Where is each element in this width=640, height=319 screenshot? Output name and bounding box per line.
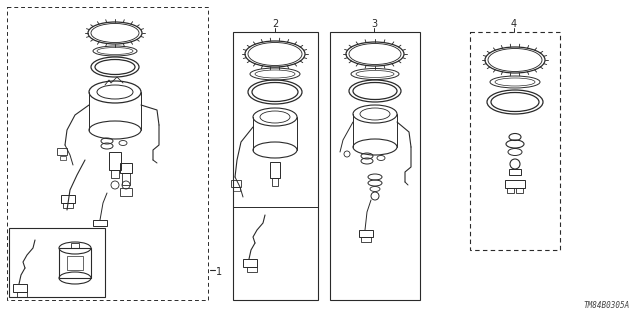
Bar <box>330 32 420 300</box>
Bar <box>122 173 130 185</box>
Bar <box>243 259 257 267</box>
Bar <box>93 220 107 226</box>
Bar <box>13 284 27 292</box>
Bar <box>516 188 523 193</box>
Bar <box>7 7 208 300</box>
Bar <box>67 256 83 270</box>
Text: TM84B0305A: TM84B0305A <box>584 301 630 310</box>
Bar <box>71 243 79 248</box>
Bar <box>17 292 27 297</box>
Bar <box>233 32 318 300</box>
Bar <box>9 228 105 297</box>
Text: 1: 1 <box>216 267 222 277</box>
Bar <box>247 267 257 272</box>
Bar <box>60 156 66 160</box>
Text: 3: 3 <box>371 19 377 29</box>
Bar <box>63 203 73 208</box>
Bar <box>120 188 132 196</box>
Bar <box>359 230 373 237</box>
Bar <box>231 180 241 187</box>
Text: 4: 4 <box>511 19 517 29</box>
Bar <box>233 187 240 191</box>
Bar <box>470 32 560 250</box>
Bar <box>507 188 514 193</box>
Bar <box>270 162 280 178</box>
Bar <box>505 180 525 188</box>
Text: 2: 2 <box>272 19 278 29</box>
Bar <box>361 237 371 242</box>
Bar <box>61 195 75 203</box>
Bar <box>109 152 121 170</box>
Bar <box>120 163 132 173</box>
Bar <box>57 148 67 155</box>
Bar <box>272 178 278 186</box>
Bar <box>111 170 119 178</box>
Bar <box>509 169 521 175</box>
Bar <box>59 248 91 278</box>
